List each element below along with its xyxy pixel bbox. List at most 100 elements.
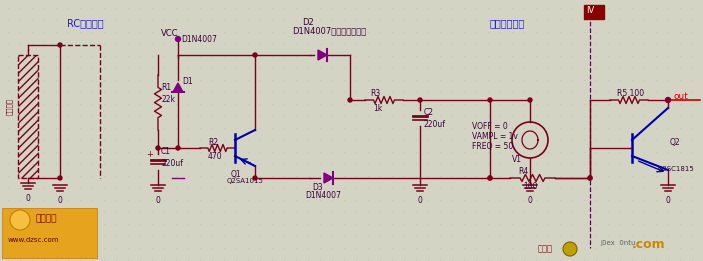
Point — [86, 150, 98, 154]
Point — [614, 198, 626, 202]
Point — [650, 258, 662, 261]
Point — [266, 18, 278, 22]
Point — [27, 150, 38, 154]
Point — [207, 90, 218, 94]
Point — [602, 114, 614, 118]
Point — [423, 18, 434, 22]
Point — [399, 198, 410, 202]
Point — [63, 222, 74, 226]
Point — [591, 54, 602, 58]
Point — [506, 246, 517, 250]
Point — [518, 198, 529, 202]
Point — [314, 30, 325, 34]
Point — [482, 258, 494, 261]
Point — [482, 198, 494, 202]
Point — [2, 186, 13, 190]
Point — [530, 54, 541, 58]
Point — [362, 42, 373, 46]
Point — [650, 198, 662, 202]
Point — [158, 222, 169, 226]
Point — [470, 114, 482, 118]
Point — [39, 78, 50, 82]
Point — [338, 126, 349, 130]
Point — [254, 66, 266, 70]
Point — [434, 90, 446, 94]
Point — [399, 114, 410, 118]
Point — [650, 162, 662, 166]
Point — [602, 90, 614, 94]
Point — [266, 174, 278, 178]
Point — [626, 30, 638, 34]
Point — [362, 234, 373, 238]
Point — [518, 222, 529, 226]
Point — [350, 246, 361, 250]
Point — [543, 18, 554, 22]
Point — [2, 90, 13, 94]
Point — [362, 114, 373, 118]
Point — [338, 90, 349, 94]
Point — [182, 198, 193, 202]
Point — [207, 210, 218, 214]
Point — [674, 138, 685, 142]
Point — [567, 114, 578, 118]
Point — [446, 174, 458, 178]
Point — [254, 6, 266, 10]
Point — [423, 6, 434, 10]
Point — [326, 198, 337, 202]
Point — [506, 210, 517, 214]
Point — [423, 246, 434, 250]
Point — [243, 66, 254, 70]
Point — [530, 66, 541, 70]
Point — [51, 18, 62, 22]
Point — [231, 138, 242, 142]
Point — [602, 258, 614, 261]
Point — [266, 78, 278, 82]
Point — [146, 102, 157, 106]
Point — [662, 258, 673, 261]
Text: R3: R3 — [370, 89, 380, 98]
Point — [579, 246, 590, 250]
Point — [423, 90, 434, 94]
Point — [446, 246, 458, 250]
Point — [434, 222, 446, 226]
Point — [446, 258, 458, 261]
Point — [591, 210, 602, 214]
Point — [591, 186, 602, 190]
Point — [302, 78, 314, 82]
Point — [602, 150, 614, 154]
Point — [543, 234, 554, 238]
Point — [506, 222, 517, 226]
Point — [290, 78, 302, 82]
Point — [375, 18, 386, 22]
Point — [482, 54, 494, 58]
Point — [146, 198, 157, 202]
Point — [614, 54, 626, 58]
Point — [2, 18, 13, 22]
Point — [266, 102, 278, 106]
Point — [134, 6, 146, 10]
Point — [446, 210, 458, 214]
Point — [39, 174, 50, 178]
Point — [134, 138, 146, 142]
Point — [122, 66, 134, 70]
Point — [591, 6, 602, 10]
Point — [314, 6, 325, 10]
Point — [122, 90, 134, 94]
Point — [243, 174, 254, 178]
Point — [170, 174, 181, 178]
Text: Q2: Q2 — [670, 138, 681, 147]
Point — [350, 102, 361, 106]
Point — [27, 126, 38, 130]
Point — [626, 126, 638, 130]
Point — [254, 234, 266, 238]
Point — [278, 114, 290, 118]
Point — [63, 246, 74, 250]
Point — [399, 234, 410, 238]
Point — [243, 186, 254, 190]
Point — [122, 162, 134, 166]
Point — [638, 210, 650, 214]
Point — [591, 174, 602, 178]
Point — [98, 114, 110, 118]
Point — [290, 114, 302, 118]
Point — [110, 162, 122, 166]
